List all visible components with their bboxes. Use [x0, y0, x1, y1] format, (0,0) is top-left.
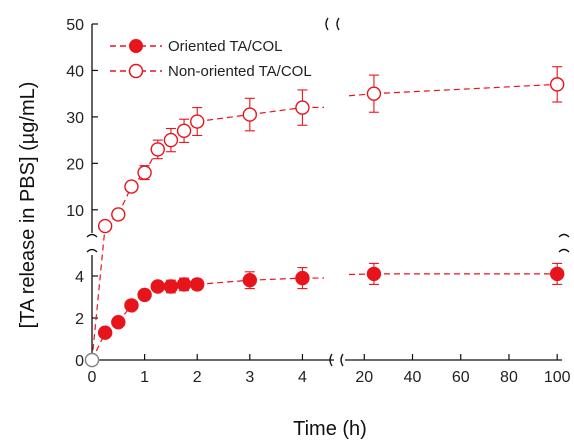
data-point-oriented — [111, 315, 126, 330]
x-break-bottom-left — [329, 353, 333, 367]
label-layer: Time (h) [TA release in PBS] (µg/mL) — [17, 82, 367, 440]
y-tick-label: 50 — [66, 17, 84, 34]
data-point-oriented — [137, 287, 152, 303]
data-point-nonoriented — [97, 218, 113, 234]
data-point-nonoriented — [111, 207, 126, 222]
series-line-oriented — [197, 279, 250, 285]
data-point-nonoriented — [295, 100, 310, 115]
x-tick-label: 80 — [500, 369, 518, 386]
y-tick-label: 40 — [66, 63, 84, 80]
data-point-nonoriented — [176, 123, 192, 139]
y-break-right-lower — [558, 248, 570, 253]
data-point-oriented — [150, 279, 165, 294]
legend-marker-oriented — [129, 39, 143, 53]
y-break-lower — [86, 248, 98, 253]
x-tick-label: 3 — [245, 369, 254, 386]
x-tick-label: 0 — [88, 369, 97, 386]
legend: Oriented TA/COL Non-oriented TA/COL — [110, 38, 312, 80]
data-point-nonoriented — [150, 142, 165, 157]
legend-label-nonoriented: Non-oriented TA/COL — [168, 63, 312, 80]
data-point-nonoriented — [366, 86, 382, 101]
data-point-nonoriented — [124, 179, 139, 194]
data-point-nonoriented — [84, 352, 100, 368]
x-tick-label: 1 — [140, 369, 149, 386]
y-tick-label: 2 — [75, 311, 84, 328]
data-point-nonoriented — [190, 114, 205, 129]
series-layer — [84, 66, 565, 368]
x-tick-label: 60 — [452, 369, 470, 386]
x-break-top-right — [336, 17, 340, 31]
y-tick-label: 20 — [66, 156, 84, 173]
data-point-oriented — [176, 277, 192, 292]
data-point-oriented — [163, 279, 179, 294]
y-tick-label: 10 — [66, 203, 84, 220]
data-point-nonoriented — [163, 132, 179, 148]
data-point-oriented — [295, 270, 310, 286]
x-tick-label: 100 — [544, 369, 571, 386]
data-point-oriented — [549, 266, 565, 282]
data-point-nonoriented — [242, 107, 258, 122]
x-tick-label: 4 — [298, 369, 307, 386]
y-tick-label: 0 — [75, 353, 84, 370]
x-tick-label: 2 — [193, 369, 202, 386]
y-axis-label: [TA release in PBS] (µg/mL) — [17, 82, 39, 329]
series-line-oriented — [249, 277, 303, 281]
series-line-nonoriented — [249, 107, 303, 116]
data-point-oriented — [124, 298, 139, 313]
x-tick-label: 40 — [404, 369, 422, 386]
y-tick-label: 4 — [75, 269, 84, 286]
x-tick-label: 20 — [355, 369, 373, 386]
legend-label-oriented: Oriented TA/COL — [168, 38, 283, 55]
legend-marker-nonoriented — [128, 63, 144, 79]
series-line-nonoriented — [373, 83, 558, 95]
series-line-nonoriented — [91, 225, 106, 361]
x-break-bottom-right — [340, 353, 344, 367]
data-point-nonoriented — [549, 77, 565, 92]
data-point-oriented — [190, 277, 205, 292]
series-line-nonoriented — [197, 113, 250, 123]
data-point-nonoriented — [137, 165, 152, 180]
x-axis-label: Time (h) — [293, 418, 367, 440]
data-point-oriented — [242, 273, 258, 288]
data-point-oriented — [97, 325, 113, 340]
x-break-top-left — [325, 17, 329, 31]
y-break-right-upper — [558, 233, 570, 238]
data-point-oriented — [366, 266, 382, 282]
y-tick-label: 30 — [66, 110, 84, 127]
y-break-upper — [86, 233, 98, 238]
